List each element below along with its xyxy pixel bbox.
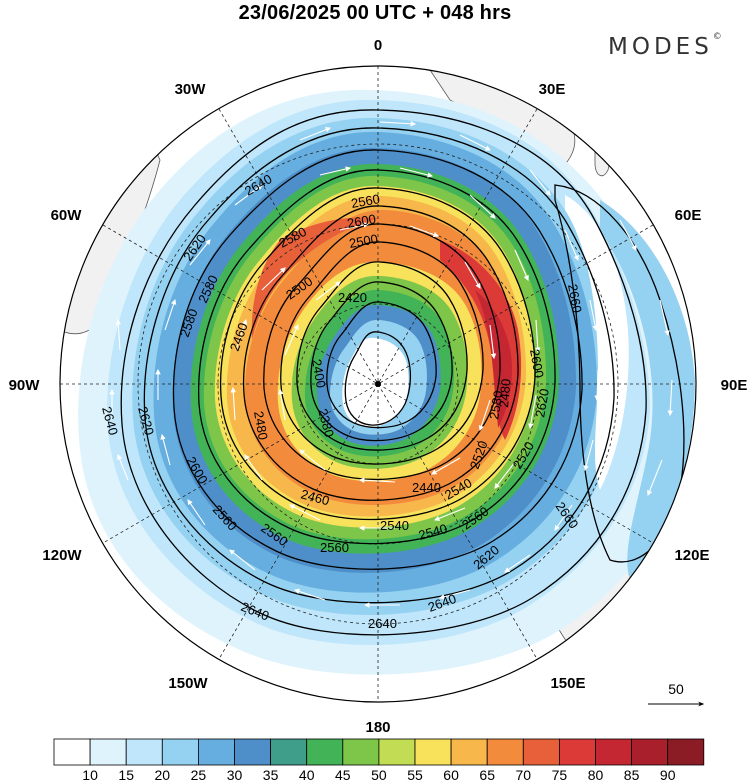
band-75-west [251, 217, 380, 340]
colorbar-tick-label: 55 [407, 767, 423, 782]
colorbar-tick-label: 90 [660, 767, 676, 782]
contour-label: 2420 [338, 290, 367, 305]
contour-label: 2480 [251, 410, 271, 441]
colorbar-swatch [342, 738, 380, 766]
brand-logo: MODES© [608, 32, 722, 60]
lon-label-90w: 90W [9, 377, 41, 394]
colorbar-tick-label: 65 [479, 767, 495, 782]
colorbar-tick-label: 50 [371, 767, 387, 782]
contour-label: 2560 [320, 540, 349, 555]
lon-label-90e: 90E [721, 377, 748, 394]
colorbar-swatch [522, 738, 560, 766]
colorbar-swatch [595, 738, 632, 766]
map-title: 23/06/2025 00 UTC + 048 hrs [238, 2, 512, 24]
colorbar-swatch [378, 738, 416, 766]
colorbar-tick-label: 70 [516, 767, 532, 782]
colorbar-tick-label: 45 [335, 767, 351, 782]
colorbar-swatch [53, 738, 91, 766]
contour-label: 2620 [532, 387, 552, 418]
colorbar-swatch [450, 738, 488, 766]
contour-label: 2640 [99, 405, 121, 437]
colorbar-tick-label: 75 [552, 767, 568, 782]
colorbar: 10 15 20 25 30 35 40 45 50 55 60 65 70 75 80 85 90 [53, 738, 705, 782]
colorbar-swatch [414, 738, 452, 766]
lon-label-120e: 120E [674, 547, 709, 564]
lon-label-150e: 150E [550, 675, 585, 692]
lon-label-60w: 60W [51, 207, 83, 224]
lon-label-60e: 60E [675, 207, 702, 224]
colorbar-tick-label: 30 [227, 767, 243, 782]
colorbar-swatch [161, 738, 199, 766]
map-border [59, 65, 697, 703]
pole-marker [375, 381, 381, 387]
contour-label: 2480 [496, 378, 513, 408]
colorbar-swatch [667, 738, 705, 766]
contour-label: 2540 [417, 521, 449, 543]
lon-label-150w: 150W [168, 675, 208, 692]
contour-label: 2620 [135, 405, 157, 437]
colorbar-swatch [197, 738, 235, 766]
colorbar-tick-label: 80 [588, 767, 604, 782]
lon-label-30w: 30W [175, 81, 207, 98]
contour-label: 2540 [380, 518, 409, 533]
colorbar-swatch [270, 738, 308, 766]
colorbar-swatch [125, 738, 163, 766]
wind-vectors [109, 121, 673, 608]
contour-label: 2580 [486, 389, 506, 420]
colorbar-swatch [234, 738, 271, 766]
reference-vector: 50 [648, 681, 705, 707]
contour-label: 2600 [527, 348, 547, 379]
height-contours [120, 109, 685, 636]
colorbar-tick-label: 15 [118, 767, 134, 782]
contour-label: 2460 [299, 486, 331, 508]
colorbar-tick-label: 40 [299, 767, 315, 782]
contour-label: 2600 [346, 211, 377, 231]
map-disk: 2640 2620 2580 2560 2600 2580 2500 2420 … [60, 66, 696, 702]
colorbar-swatch [89, 738, 127, 766]
contour-label: 2380 [315, 407, 337, 439]
brand-mark: © [712, 32, 722, 42]
colorbar-tick-label: 25 [191, 767, 207, 782]
colorbar-tick-label: 60 [443, 767, 459, 782]
contour-label: 2500 [348, 231, 379, 251]
brand-text: MODES [608, 34, 713, 60]
colorbar-swatch [306, 738, 344, 766]
colorbar-tick-label: 85 [624, 767, 640, 782]
lon-label-0: 0 [374, 37, 382, 54]
contour-label: 2640 [368, 616, 397, 631]
colorbar-swatch [631, 738, 669, 766]
longitude-labels: 0 30E 60E 90E 120E 150E 180 150W 120W 90… [9, 37, 748, 736]
colorbar-swatch [559, 738, 596, 766]
reference-vector-label: 50 [668, 681, 684, 697]
contour-label: 2400 [309, 358, 329, 389]
east-band-blue [600, 200, 695, 580]
contour-label: 2560 [350, 191, 381, 211]
contour-label: 2440 [412, 480, 441, 495]
colorbar-tick-label: 35 [263, 767, 279, 782]
colorbar-tick-label: 20 [155, 767, 171, 782]
contour-label: 2660 [565, 283, 585, 314]
colorbar-tick-label: 10 [82, 767, 98, 782]
lon-label-180: 180 [365, 719, 390, 736]
lon-label-30e: 30E [539, 81, 566, 98]
colorbar-swatch [486, 738, 524, 766]
lon-label-120w: 120W [42, 547, 82, 564]
